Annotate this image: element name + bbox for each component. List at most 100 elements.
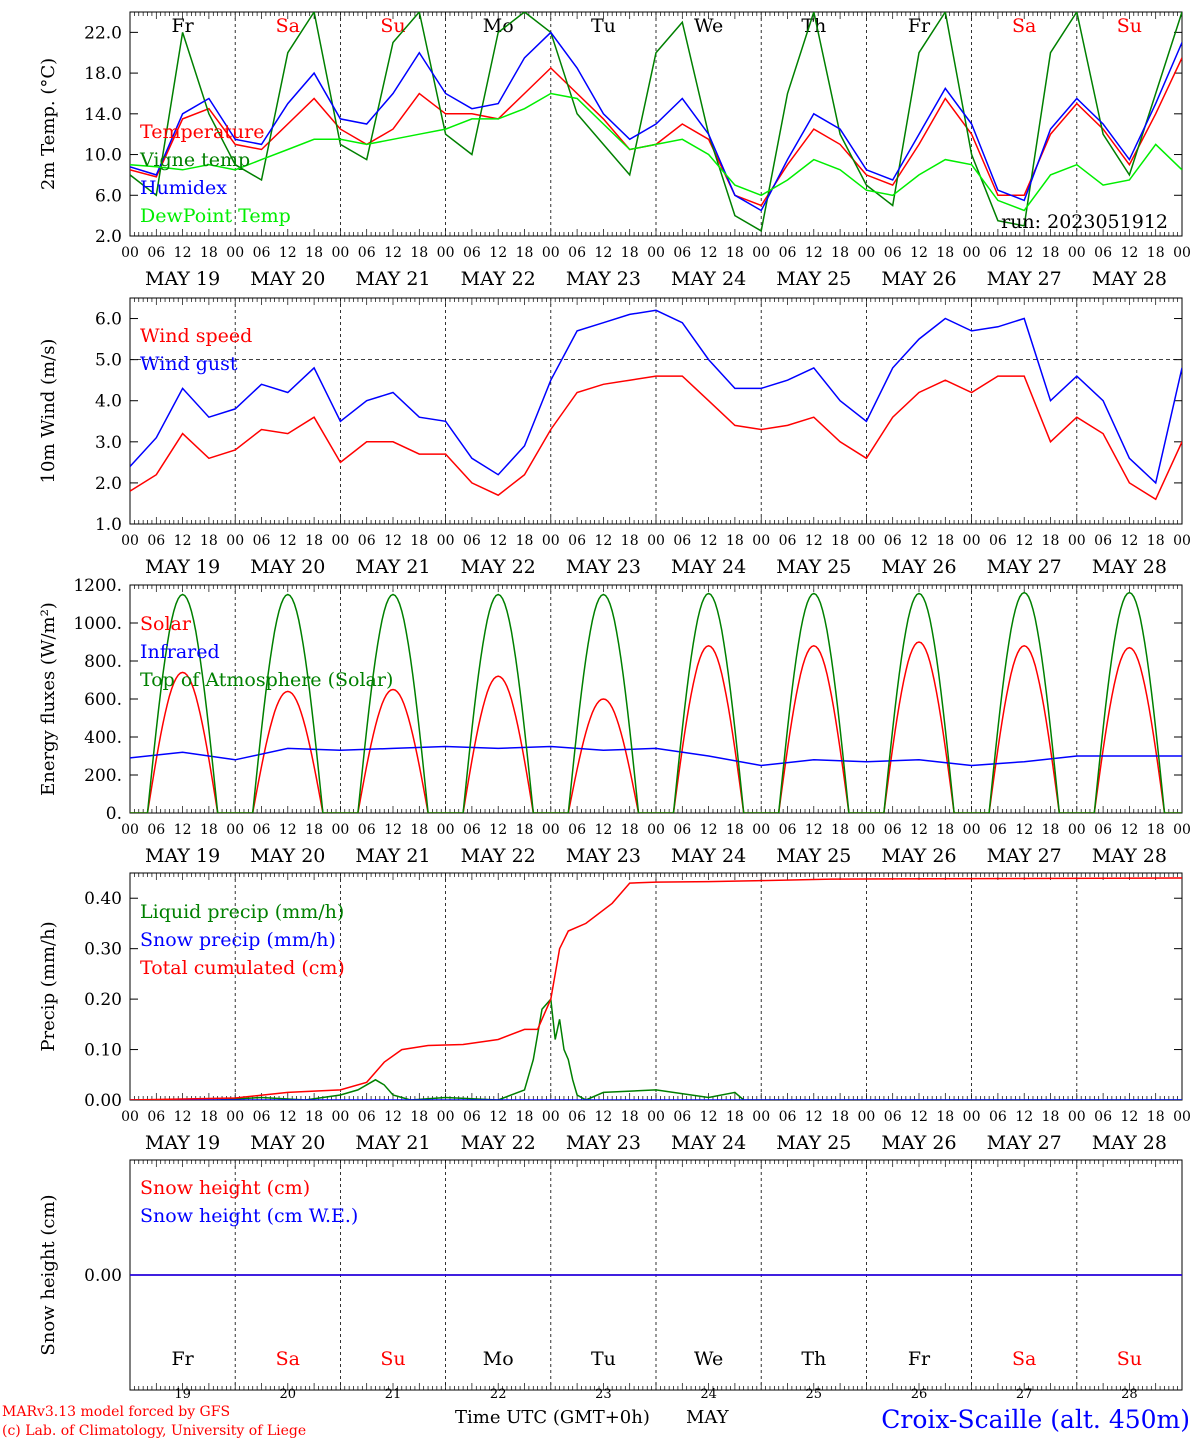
- hour-tick-label: 00: [121, 822, 139, 838]
- hour-tick-label: 00: [857, 822, 875, 838]
- hour-tick-label: 00: [1068, 822, 1086, 838]
- hour-tick-label: 00: [542, 245, 560, 261]
- hour-tick-label: 06: [884, 533, 902, 549]
- hour-tick-label: 06: [989, 822, 1007, 838]
- hour-tick-label: 06: [1094, 533, 1112, 549]
- date-label: MAY 25: [776, 268, 851, 290]
- hour-tick-label: 18: [305, 822, 323, 838]
- legend-entry: Vigne temp: [139, 149, 250, 171]
- hour-tick-label: 00: [542, 1109, 560, 1125]
- hour-tick-label: 12: [174, 245, 192, 261]
- hour-tick-label: 00: [437, 1109, 455, 1125]
- hour-tick-label: 00: [331, 1109, 349, 1125]
- series-line: [130, 309, 1182, 485]
- hour-tick-label: 06: [147, 822, 165, 838]
- hour-tick-label: 18: [516, 245, 534, 261]
- hour-tick-label: 18: [936, 533, 954, 549]
- hour-tick-label: 18: [410, 822, 428, 838]
- y-tick-label: 0.30: [84, 940, 122, 960]
- hour-tick-label: 06: [779, 245, 797, 261]
- hour-tick-label: 18: [831, 1109, 849, 1125]
- legend-entry: Solar: [140, 613, 192, 635]
- hour-tick-label: 12: [594, 822, 612, 838]
- hour-tick-label: 06: [779, 533, 797, 549]
- y-tick-label: 0.40: [84, 889, 122, 909]
- hour-tick-label: 12: [805, 1109, 823, 1125]
- hour-tick-label: 00: [1068, 245, 1086, 261]
- hour-tick-label: 18: [1042, 1109, 1060, 1125]
- y-tick-label: 14.0: [84, 105, 122, 125]
- date-label: MAY 28: [1092, 1132, 1167, 1154]
- hour-tick-label: 06: [253, 533, 271, 549]
- weekday-label: Sa: [1012, 15, 1036, 37]
- hour-tick-label: 00: [1173, 245, 1191, 261]
- hour-tick-label: 00: [752, 245, 770, 261]
- date-label: MAY 24: [671, 845, 746, 867]
- legend-entry: DewPoint Temp: [140, 205, 291, 227]
- hour-tick-label: 06: [358, 1109, 376, 1125]
- date-label: MAY 25: [776, 556, 851, 578]
- hour-tick-label: 00: [1173, 822, 1191, 838]
- hour-tick-label: 18: [726, 822, 744, 838]
- legend-entry: Temperature: [140, 121, 264, 143]
- hour-tick-label: 00: [1068, 533, 1086, 549]
- series-line: [130, 745, 1182, 767]
- hour-tick-label: 18: [1042, 822, 1060, 838]
- date-label: MAY 20: [250, 845, 325, 867]
- hour-tick-label: 18: [936, 245, 954, 261]
- hour-tick-label: 12: [384, 533, 402, 549]
- hour-tick-label: 12: [700, 533, 718, 549]
- y-tick-label: 5.0: [95, 351, 122, 371]
- hour-tick-label: 12: [384, 1109, 402, 1125]
- date-label: MAY 26: [881, 1132, 956, 1154]
- y-axis-label: Snow height (cm): [38, 1194, 59, 1355]
- hour-tick-label: 18: [305, 1109, 323, 1125]
- hour-tick-label: 18: [200, 533, 218, 549]
- weekday-label: Fr: [171, 15, 194, 37]
- y-axis-label: 10m Wind (m/s): [38, 339, 59, 484]
- hour-tick-label: 18: [1147, 1109, 1165, 1125]
- hour-tick-label: 18: [831, 533, 849, 549]
- hour-tick-label: 12: [700, 822, 718, 838]
- hour-tick-label: 18: [1042, 245, 1060, 261]
- hour-tick-label: 18: [831, 822, 849, 838]
- date-label: MAY 27: [987, 1132, 1062, 1154]
- hour-tick-label: 18: [1147, 533, 1165, 549]
- hour-tick-label: 06: [779, 822, 797, 838]
- panel-energy-fluxes: 0. 200. 400. 600. 800. 1000. 1200. Energy fluxe…: [38, 576, 1191, 867]
- hour-tick-label: 06: [673, 1109, 691, 1125]
- date-label: MAY 24: [671, 1132, 746, 1154]
- legend-entry: Snow height (cm W.E.): [140, 1205, 358, 1227]
- date-label: MAY 28: [1092, 845, 1167, 867]
- hour-tick-label: 00: [647, 245, 665, 261]
- legend-entry: Liquid precip (mm/h): [140, 901, 344, 923]
- series-line: [130, 641, 1182, 813]
- hour-tick-label: 00: [1068, 1109, 1086, 1125]
- date-label: MAY 20: [250, 1132, 325, 1154]
- hour-tick-label: 18: [200, 1109, 218, 1125]
- credit-line-1: MARv3.13 model forced by GFS: [2, 1404, 230, 1420]
- hour-tick-label: 18: [1147, 822, 1165, 838]
- date-label: MAY 19: [145, 1132, 220, 1154]
- hour-tick-label: 06: [463, 533, 481, 549]
- day-number-label: 28: [1121, 1387, 1138, 1402]
- hour-tick-label: 18: [621, 245, 639, 261]
- hour-tick-label: 12: [594, 533, 612, 549]
- hour-tick-label: 06: [1094, 822, 1112, 838]
- date-label: MAY 25: [776, 1132, 851, 1154]
- hour-tick-label: 06: [673, 245, 691, 261]
- hour-tick-label: 06: [568, 1109, 586, 1125]
- hour-tick-label: 12: [594, 1109, 612, 1125]
- hour-tick-label: 00: [121, 1109, 139, 1125]
- y-tick-label: 10.0: [84, 146, 122, 166]
- date-label: MAY 19: [145, 556, 220, 578]
- date-label: MAY 28: [1092, 268, 1167, 290]
- legend-entry: Snow precip (mm/h): [140, 929, 336, 951]
- hour-tick-label: 12: [1120, 245, 1138, 261]
- weekday-label: Fr: [171, 1348, 194, 1370]
- hour-tick-label: 06: [358, 533, 376, 549]
- weekday-label: Tu: [591, 1348, 616, 1370]
- y-tick-label: 0.00: [84, 1091, 122, 1111]
- day-number-label: 24: [700, 1387, 717, 1402]
- day-number-label: 19: [174, 1387, 191, 1402]
